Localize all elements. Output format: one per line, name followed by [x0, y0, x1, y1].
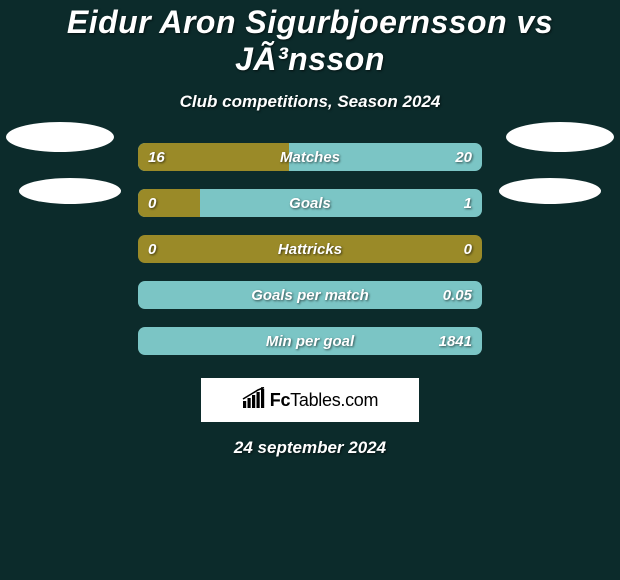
stat-right-value: 1841: [439, 327, 472, 355]
stat-row: 16 Matches 20: [0, 134, 620, 180]
stat-right-value: 20: [455, 143, 472, 171]
stat-row: Min per goal 1841: [0, 318, 620, 364]
subtitle: Club competitions, Season 2024: [0, 92, 620, 112]
brand-suffix: .com: [340, 390, 378, 410]
stat-bar-track: 16 Matches 20: [138, 143, 482, 171]
stat-bar-track: Min per goal 1841: [138, 327, 482, 355]
brand-badge: FcTables.com: [201, 378, 419, 422]
stat-rows: 16 Matches 20 0 Goals 1 0 Hattricks 0: [0, 134, 620, 364]
stat-row: 0 Goals 1: [0, 180, 620, 226]
stat-right-value: 1: [464, 189, 472, 217]
stat-label: Min per goal: [138, 327, 482, 355]
brand-main: Tables: [290, 390, 340, 410]
stat-bar-track: Goals per match 0.05: [138, 281, 482, 309]
stat-bar-track: 0 Goals 1: [138, 189, 482, 217]
stat-label: Matches: [138, 143, 482, 171]
brand-inner: FcTables.com: [242, 387, 378, 414]
stat-row: Goals per match 0.05: [0, 272, 620, 318]
date-label: 24 september 2024: [0, 438, 620, 458]
stat-label: Goals per match: [138, 281, 482, 309]
stat-row: 0 Hattricks 0: [0, 226, 620, 272]
brand-chart-icon: [242, 387, 266, 414]
stat-right-value: 0.05: [443, 281, 472, 309]
brand-text: FcTables.com: [270, 390, 378, 411]
stat-label: Hattricks: [138, 235, 482, 263]
stat-label: Goals: [138, 189, 482, 217]
stat-right-value: 0: [464, 235, 472, 263]
comparison-infographic: Eidur Aron Sigurbjoernsson vs JÃ³nsson C…: [0, 0, 620, 580]
page-title: Eidur Aron Sigurbjoernsson vs JÃ³nsson: [0, 4, 620, 78]
stat-bar-track: 0 Hattricks 0: [138, 235, 482, 263]
brand-prefix: Fc: [270, 390, 290, 410]
